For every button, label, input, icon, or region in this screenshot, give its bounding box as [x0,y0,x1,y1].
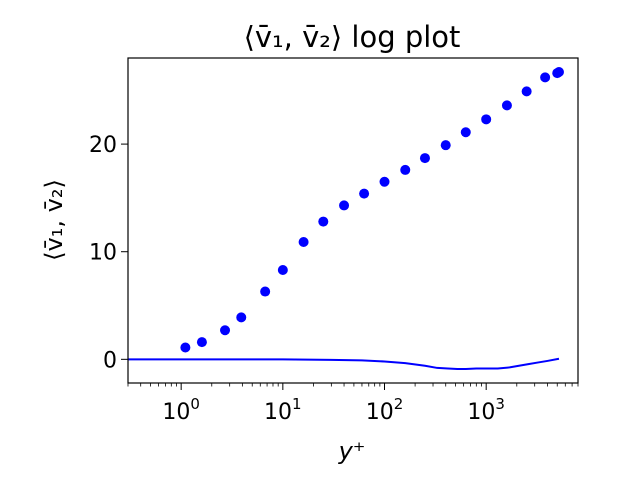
data-point [481,114,492,125]
plot-area [128,66,564,371]
y-tick-label: 0 [103,348,117,373]
data-point [460,127,471,138]
data-point [260,286,271,297]
x-axis-label: y⁺ [338,437,366,465]
plot-frame [127,57,579,384]
x-tick-label: 102 [366,395,404,425]
x-axis: 100 101 102 103 [127,383,579,425]
chart-title: ⟨v̄₁, v̄₂⟩ log plot [244,20,461,54]
series-line [128,357,560,371]
data-point [440,140,451,151]
data-point [277,265,288,275]
data-point [339,200,350,211]
data-point [553,66,564,77]
x-tick-label: 103 [467,395,505,425]
data-point [540,72,551,83]
data-point [220,325,231,336]
data-point [318,216,329,227]
data-point [501,100,512,111]
data-point [298,237,309,248]
data-point [196,337,207,348]
data-point [359,188,370,199]
x-tick-label: 100 [162,395,200,425]
y-axis-label: ⟨v̄₁, v̄₂⟩ [40,179,68,261]
data-point [180,342,191,353]
data-point [400,164,411,175]
x-tick-label: 101 [264,395,302,425]
y-tick-label: 10 [89,241,117,266]
data-point [236,312,247,323]
data-point [521,86,532,97]
data-point [379,176,390,187]
y-tick-label: 20 [89,133,117,158]
y-axis: 0 10 20 [89,133,128,373]
data-point [419,153,430,164]
